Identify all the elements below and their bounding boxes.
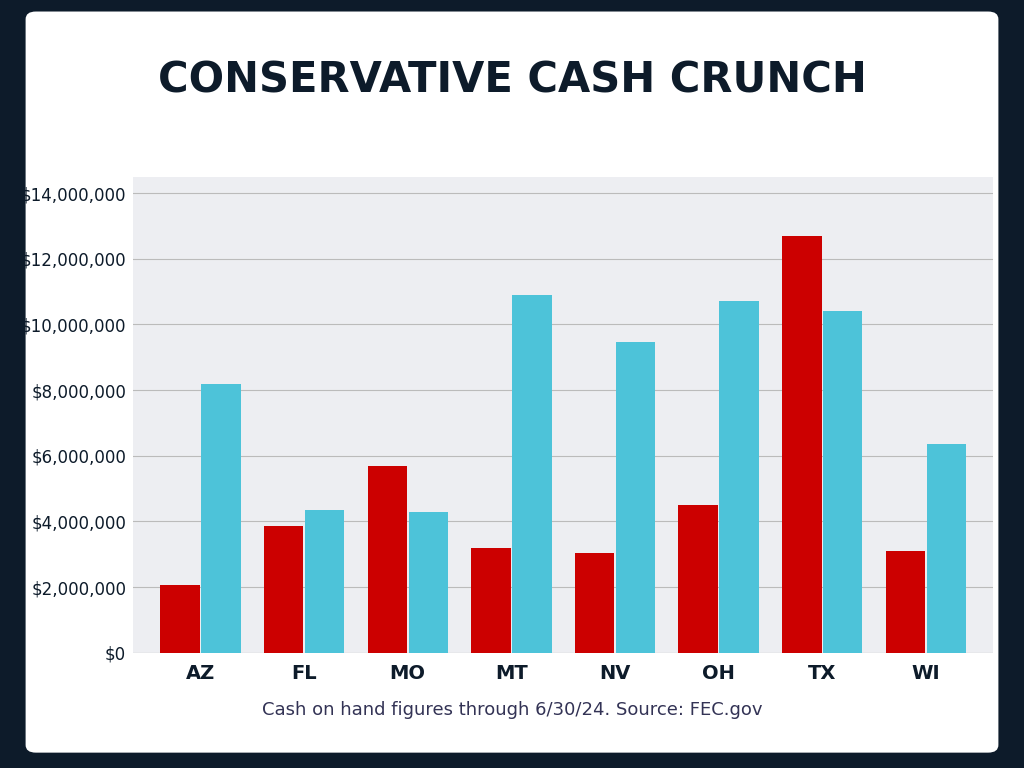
Bar <box>615 343 655 653</box>
Bar <box>720 301 759 653</box>
Bar <box>202 383 241 653</box>
Bar <box>368 465 407 653</box>
Bar <box>886 551 925 653</box>
Bar <box>574 553 614 653</box>
Text: CONSERVATIVE CASH CRUNCH: CONSERVATIVE CASH CRUNCH <box>158 60 866 101</box>
Bar <box>305 510 344 653</box>
Bar <box>823 311 862 653</box>
Bar <box>679 505 718 653</box>
Bar <box>927 444 966 653</box>
Bar <box>782 236 821 653</box>
Bar <box>471 548 511 653</box>
Bar <box>409 511 447 653</box>
Text: Cash on hand figures through 6/30/24. Source: FEC.gov: Cash on hand figures through 6/30/24. So… <box>262 701 762 720</box>
Bar <box>512 295 552 653</box>
Bar <box>264 526 303 653</box>
Bar <box>161 585 200 653</box>
